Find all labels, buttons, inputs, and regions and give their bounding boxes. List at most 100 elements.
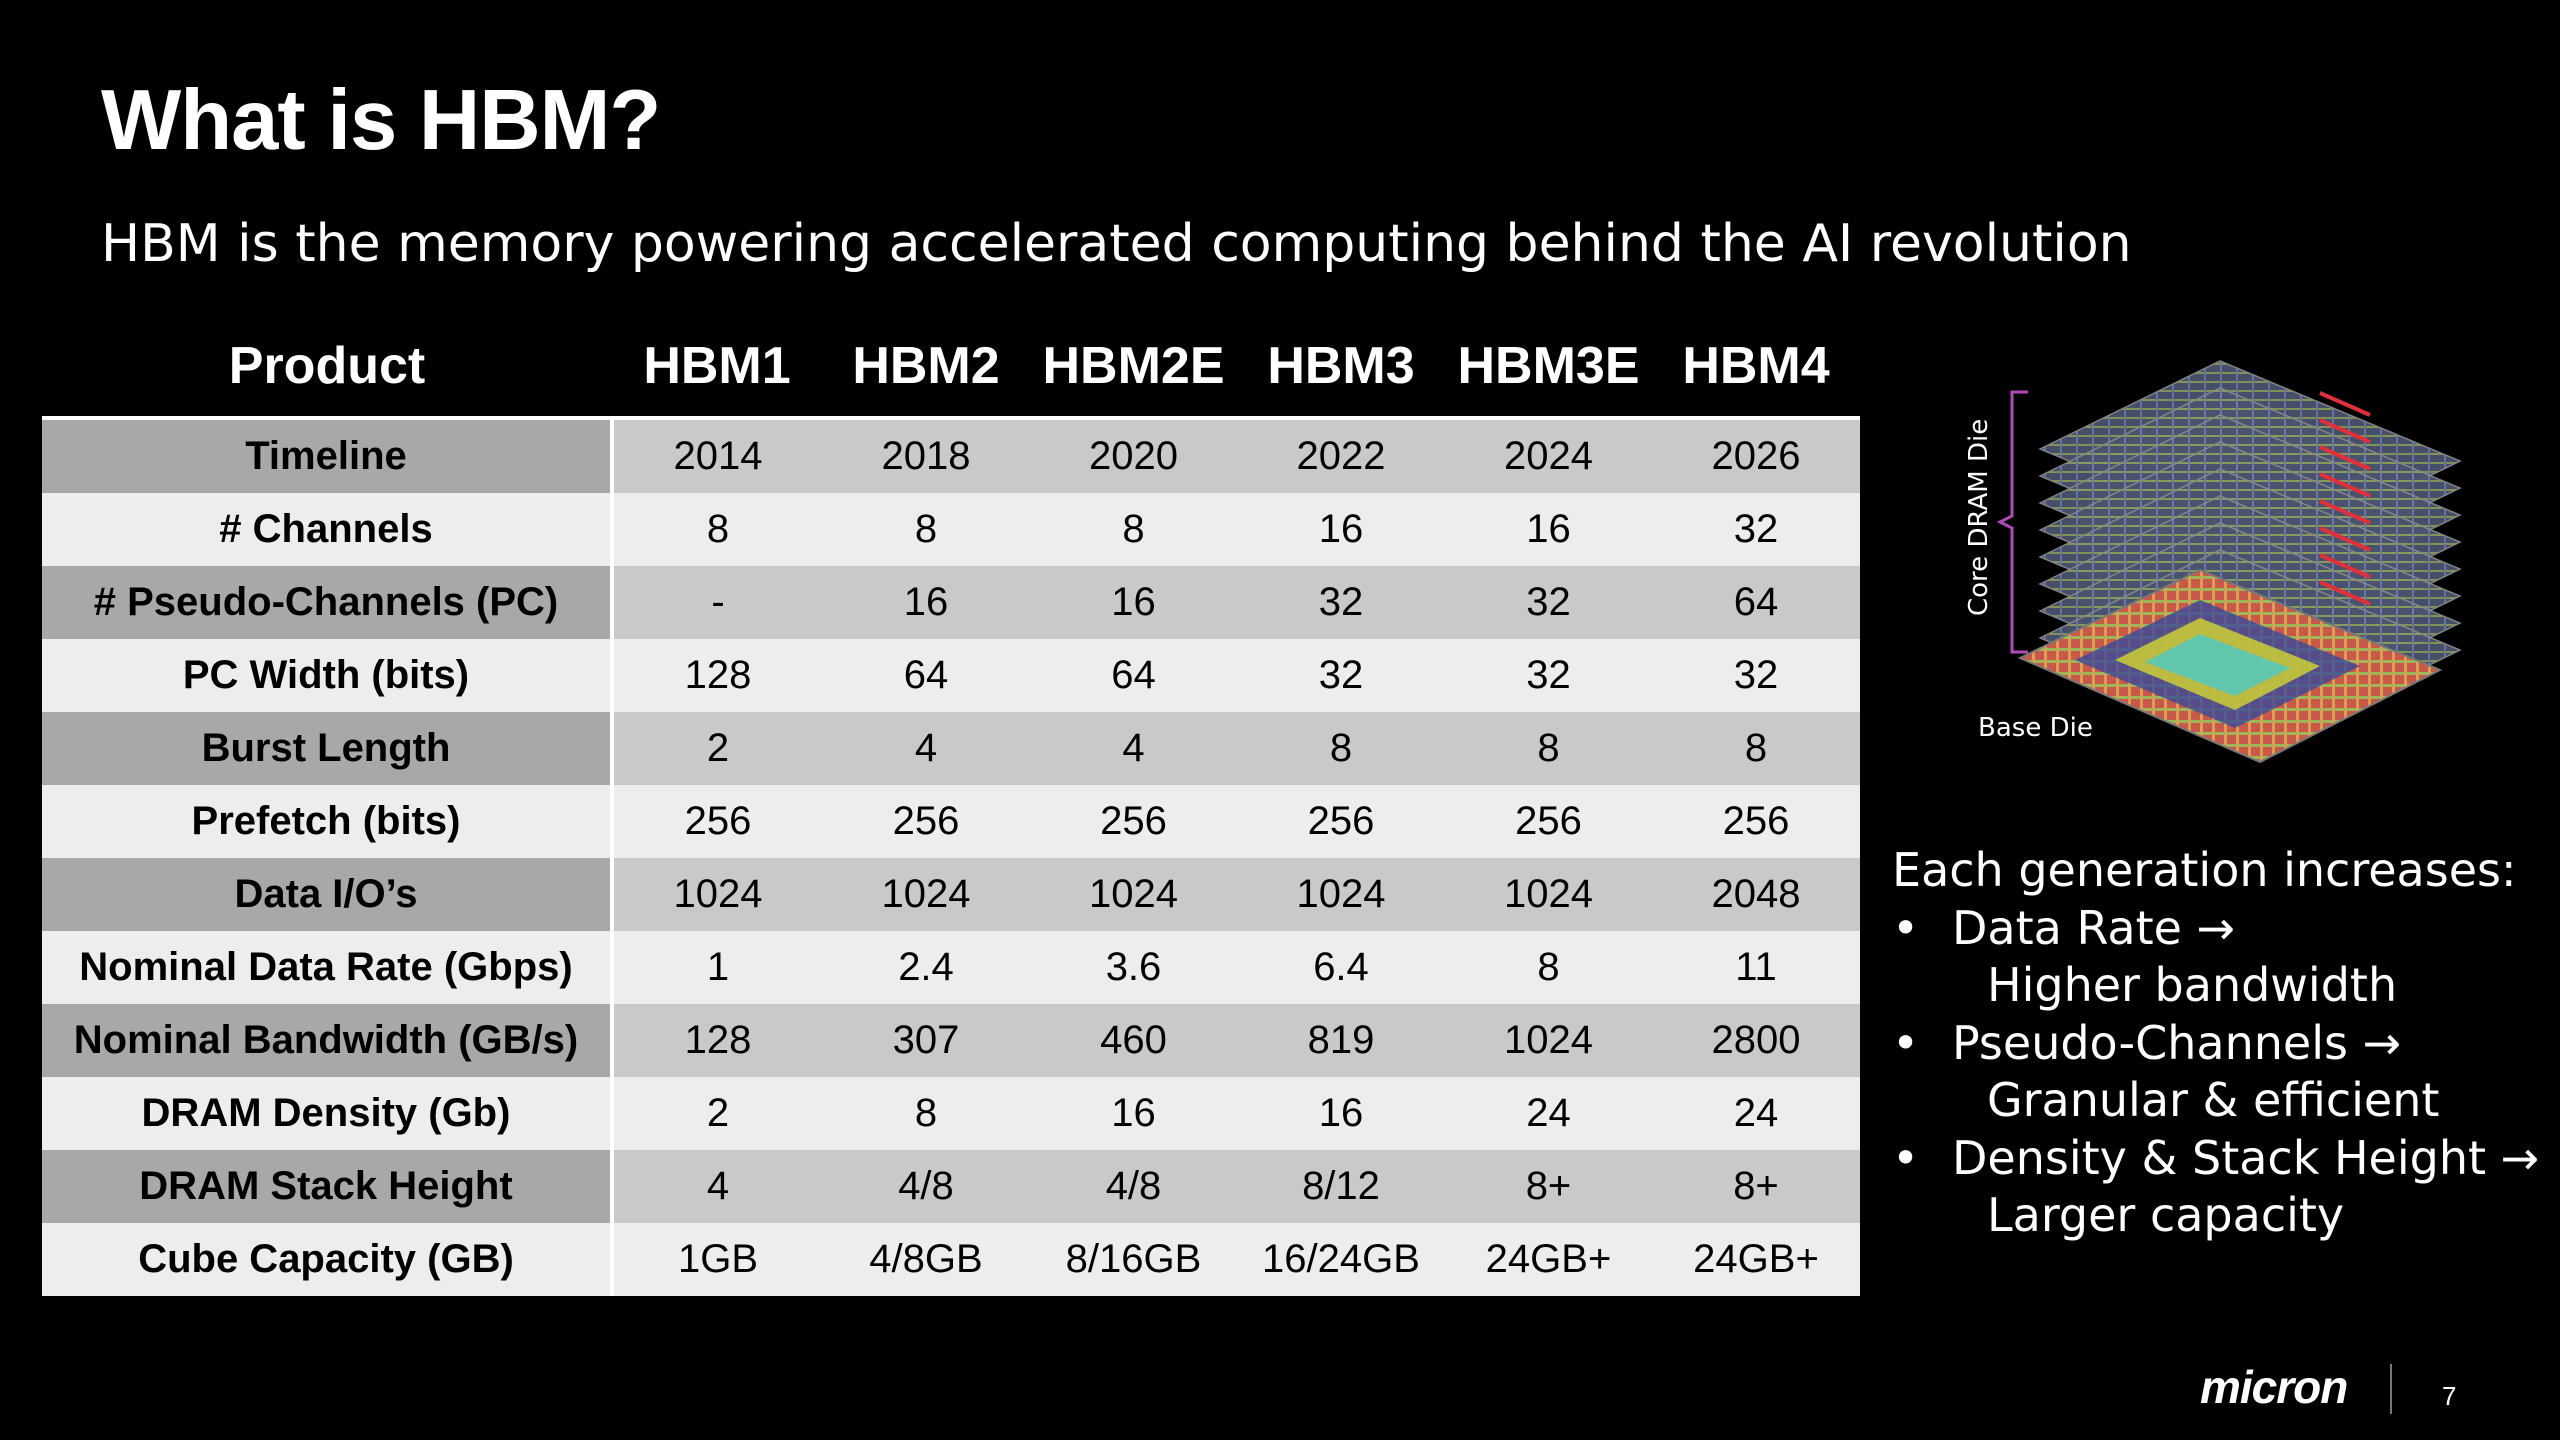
table-cell: 2014 — [612, 416, 822, 493]
core-die-label: Core DRAM Die — [1964, 419, 1994, 616]
bullets-heading: Each generation increases: — [1892, 843, 2517, 897]
row-label: Burst Length — [42, 712, 614, 785]
bullet-data-rate: Data Rate → — [1892, 900, 2539, 958]
table-cell: 3.6 — [1030, 931, 1237, 1004]
table-cell: 64 — [1030, 639, 1237, 712]
table-row: DRAM Stack Height 4 4/8 4/8 8/12 8+ 8+ — [42, 1150, 1860, 1223]
bullet-pseudo-channels: Pseudo-Channels → — [1892, 1015, 2539, 1073]
row-label: DRAM Density (Gb) — [42, 1077, 614, 1150]
table-cell: 24 — [1445, 1077, 1652, 1150]
table-cell: 32 — [1445, 566, 1652, 639]
base-die-icon — [2017, 568, 2443, 764]
hbm-spec-table: Product HBM1 HBM2 HBM2E HBM3 HBM3E HBM4 … — [42, 336, 1860, 1296]
table-cell: 2020 — [1030, 416, 1237, 493]
table-cell: 2048 — [1652, 858, 1860, 931]
table-cell: 1024 — [1445, 1004, 1652, 1077]
table-cell: 8 — [822, 1077, 1030, 1150]
table-cell: 32 — [1237, 566, 1445, 639]
dram-layer-accent — [2319, 526, 2371, 552]
table-cell: 2 — [612, 712, 822, 785]
table-cell: 4 — [822, 712, 1030, 785]
row-label: Nominal Bandwidth (GB/s) — [42, 1004, 614, 1077]
table-cell: 4 — [1030, 712, 1237, 785]
table-cell: 256 — [612, 785, 822, 858]
table-cell: 8 — [822, 493, 1030, 566]
table-cell: 8/12 — [1237, 1150, 1445, 1223]
table-row: Data I/O’s 1024 1024 1024 1024 1024 2048 — [42, 858, 1860, 931]
table-cell: 16/24GB — [1237, 1223, 1445, 1296]
table-cell: 64 — [1652, 566, 1860, 639]
table-cell: 256 — [1652, 785, 1860, 858]
table-row: DRAM Density (Gb) 2 8 16 16 24 24 — [42, 1077, 1860, 1150]
table-cell: 460 — [1030, 1004, 1237, 1077]
table-row: Burst Length 2 4 4 8 8 8 — [42, 712, 1860, 785]
table-row: # Channels 8 8 8 16 16 32 — [42, 493, 1860, 566]
table-cell: 4/8 — [1030, 1150, 1237, 1223]
table-cell: 24 — [1652, 1077, 1860, 1150]
table-row: Nominal Data Rate (Gbps) 1 2.4 3.6 6.4 8 11 — [42, 931, 1860, 1004]
dram-layer-accent — [2319, 445, 2371, 471]
table-cell: 2022 — [1237, 416, 1445, 493]
row-label: PC Width (bits) — [42, 639, 614, 712]
table-cell: 16 — [1030, 566, 1237, 639]
table-cell: 1024 — [1237, 858, 1445, 931]
dram-layer-accent — [2319, 418, 2371, 444]
table-cell: 128 — [612, 639, 822, 712]
table-cell: 128 — [612, 1004, 822, 1077]
slide-title: What is HBM? — [101, 73, 661, 168]
header-hbm3e: HBM3E — [1457, 337, 1640, 395]
table-cell: 4/8GB — [822, 1223, 1030, 1296]
table-cell: - — [612, 566, 822, 639]
dram-layer-accent — [2319, 472, 2371, 498]
table-cell: 64 — [822, 639, 1030, 712]
table-cell: 16 — [1445, 493, 1652, 566]
table-cell: 32 — [1445, 639, 1652, 712]
footer-divider — [2390, 1364, 2392, 1414]
bullet-data-rate-sub: Higher bandwidth — [1987, 958, 2398, 1012]
table-cell: 8 — [1445, 931, 1652, 1004]
table-cell: 819 — [1237, 1004, 1445, 1077]
table-row: Cube Capacity (GB) 1GB 4/8GB 8/16GB 16/24GB 2… — [42, 1223, 1860, 1296]
table-cell: 11 — [1652, 931, 1860, 1004]
table-cell: 16 — [1237, 493, 1445, 566]
table-cell: 1024 — [1030, 858, 1237, 931]
header-hbm2: HBM2 — [852, 337, 1000, 395]
micron-logo: micron — [2200, 1361, 2348, 1413]
table-row: PC Width (bits) 128 64 64 32 32 32 — [42, 639, 1860, 712]
table-cell: 1024 — [822, 858, 1030, 931]
table-cell: 256 — [1445, 785, 1652, 858]
table-cell: 24GB+ — [1445, 1223, 1652, 1296]
table-cell: 6.4 — [1237, 931, 1445, 1004]
row-label: Data I/O’s — [42, 858, 614, 931]
row-label: DRAM Stack Height — [42, 1150, 614, 1223]
header-hbm4: HBM4 — [1682, 337, 1830, 395]
table-cell: 2 — [612, 1077, 822, 1150]
table-header-row: Product HBM1 HBM2 HBM2E HBM3 HBM3E HBM4 — [42, 336, 1860, 418]
table-cell: 32 — [1652, 639, 1860, 712]
table-cell: 1GB — [612, 1223, 822, 1296]
table-cell: 32 — [1652, 493, 1860, 566]
table-cell: 2018 — [822, 416, 1030, 493]
table-cell: 2.4 — [822, 931, 1030, 1004]
row-label: # Channels — [42, 493, 614, 566]
table-row: # Pseudo-Channels (PC) -16 16 32 32 64 — [42, 566, 1860, 639]
table-cell: 8+ — [1652, 1150, 1860, 1223]
header-hbm1: HBM1 — [643, 337, 791, 395]
table-cell: 2026 — [1652, 416, 1860, 493]
table-cell: 4 — [612, 1150, 822, 1223]
table-body: Timeline 2014 2018 2020 2022 2024 2026 # Channe… — [42, 416, 1860, 1296]
core-die-bracket — [1996, 390, 2028, 654]
table-cell: 32 — [1237, 639, 1445, 712]
table-row: Nominal Bandwidth (GB/s) 128 307 460 819 1024… — [42, 1004, 1860, 1077]
table-cell: 24GB+ — [1652, 1223, 1860, 1296]
generation-bullets: Each generation increases: Data Rate → H… — [1892, 842, 2539, 1245]
table-cell: 16 — [1030, 1077, 1237, 1150]
table-row: Prefetch (bits) 256 256 256 256 256 256 — [42, 785, 1860, 858]
table-cell: 16 — [822, 566, 1030, 639]
table-cell: 16 — [1237, 1077, 1445, 1150]
table-cell: 8 — [1445, 712, 1652, 785]
hbm-stack-diagram: Core DRAM Die Base Die — [1964, 360, 2462, 764]
row-label: Cube Capacity (GB) — [42, 1223, 614, 1296]
header-hbm2e: HBM2E — [1042, 337, 1225, 395]
header-product: Product — [228, 337, 426, 395]
